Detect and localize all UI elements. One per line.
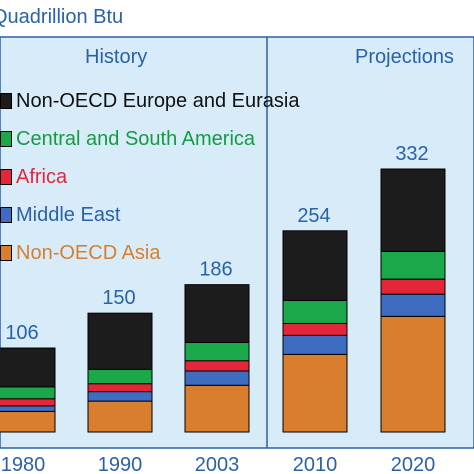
bar-segment-non-oecd-europe-and-eurasia-1980: [0, 347, 56, 388]
total-labels-group: 106 150 186 254 332: [5, 143, 428, 344]
bar-segment-africa-1980: [0, 398, 56, 407]
total-label-1980: 106: [5, 322, 38, 344]
total-label-2010: 254: [297, 205, 330, 227]
bar-segment-non-oecd-europe-and-eurasia-2020: [380, 168, 446, 252]
bar-segment-non-oecd-europe-and-eurasia-2010: [282, 230, 348, 301]
bar-segment-central-and-south-america-1980: [0, 386, 56, 400]
legend-label: Middle East: [16, 203, 121, 226]
legend-item-central-south-america: Central and South America: [0, 124, 299, 154]
legend-label: Central and South America: [16, 127, 256, 150]
bar-segment-africa-1990: [87, 383, 153, 393]
legend-swatch: [0, 207, 12, 223]
total-label-1990: 150: [102, 287, 135, 309]
legend-item-africa: Africa: [0, 162, 299, 192]
region-label-history: History: [85, 46, 148, 68]
bar-segment-non-oecd-europe-and-eurasia-1990: [87, 312, 153, 370]
region-label-projections: Projections: [355, 46, 454, 68]
bar-segment-non-oecd-asia-2020: [380, 315, 446, 433]
bar-segment-central-and-south-america-1990: [87, 368, 153, 385]
total-label-2020: 332: [395, 143, 428, 165]
bar-segment-central-and-south-america-2010: [282, 300, 348, 324]
x-tick-label-2020: 2020: [391, 454, 436, 474]
legend-swatch: [0, 93, 12, 109]
bar-segment-central-and-south-america-2003: [184, 341, 250, 362]
bar-segment-non-oecd-asia-2010: [282, 353, 348, 433]
bar-segment-non-oecd-asia-1980: [0, 410, 56, 433]
total-label-2003: 186: [199, 259, 232, 281]
bar-segment-middle-east-2010: [282, 334, 348, 355]
bar-segment-middle-east-2003: [184, 370, 250, 386]
bar-segment-central-and-south-america-2020: [380, 250, 446, 280]
bars-group: [0, 168, 446, 433]
bar-segment-non-oecd-asia-1990: [87, 400, 153, 433]
legend-item-non-oecd-europe-eurasia: Non-OECD Europe and Eurasia: [0, 86, 299, 116]
x-tick-label-2010: 2010: [293, 454, 338, 474]
bar-segment-africa-2010: [282, 322, 348, 336]
legend-label: Non-OECD Europe and Eurasia: [16, 89, 300, 112]
x-tick-label-1980: 1980: [1, 454, 46, 474]
legend-swatch: [0, 169, 12, 185]
x-tick-labels-group: 1980 1990 2003 2010 2020: [1, 454, 436, 474]
bar-segment-non-oecd-asia-2003: [184, 384, 250, 433]
bar-segment-middle-east-1990: [87, 391, 153, 402]
legend: Non-OECD Europe and Eurasia Central and …: [0, 86, 299, 276]
bar-segment-middle-east-1980: [0, 405, 56, 412]
legend-item-non-oecd-asia: Non-OECD Asia: [0, 238, 299, 268]
bar-segment-africa-2003: [184, 360, 250, 372]
x-tick-label-2003: 2003: [195, 454, 240, 474]
bar-segment-africa-2020: [380, 278, 446, 295]
legend-label: Non-OECD Asia: [16, 241, 161, 264]
legend-swatch: [0, 245, 12, 261]
y-axis-unit-label: Quadrillion Btu: [0, 6, 124, 28]
legend-item-middle-east: Middle East: [0, 200, 299, 230]
legend-label: Africa: [16, 165, 68, 188]
legend-swatch: [0, 131, 12, 147]
bar-segment-non-oecd-europe-and-eurasia-2003: [184, 284, 250, 343]
x-tick-label-1990: 1990: [98, 454, 143, 474]
bar-segment-middle-east-2020: [380, 293, 446, 317]
